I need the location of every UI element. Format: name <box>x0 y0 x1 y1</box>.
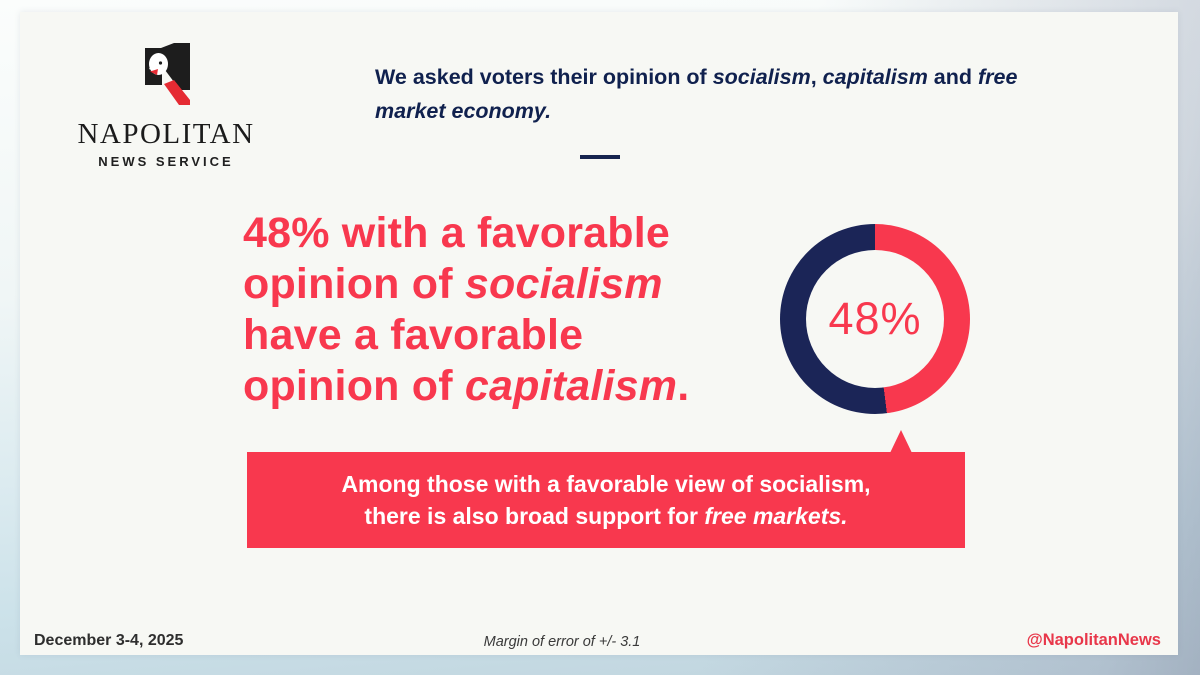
callout-line: Among those with a favorable view of soc… <box>341 471 871 497</box>
brand-name: NAPOLITAN <box>77 118 255 150</box>
intro-part-italic: free <box>978 65 1018 89</box>
headline-line: have a favorable <box>243 311 584 359</box>
intro-part-italic: capitalism <box>822 65 928 89</box>
intro-part: and <box>927 65 978 89</box>
intro-part-italic: market economy. <box>375 99 552 123</box>
napolitan-eagle-icon <box>145 43 190 105</box>
donut-center-label: 48% <box>828 293 922 344</box>
intro-part-italic: socialism <box>712 65 811 89</box>
margin-of-error: Margin of error of +/- 3.1 <box>483 634 641 650</box>
headline-line: opinion of capitalism. <box>243 362 690 410</box>
headline: 48% with a favorable opinion of socialis… <box>243 208 689 412</box>
donut-chart: 48% <box>780 224 970 414</box>
infographic-card: NAPOLITAN NEWS SERVICE We asked voters t… <box>20 12 1178 655</box>
headline-line: 48% with a favorable <box>243 209 670 257</box>
callout-line: there is also broad support for free mar… <box>364 503 848 529</box>
callout-box: Among those with a favorable view of soc… <box>247 452 965 548</box>
brand-logo: NAPOLITAN NEWS SERVICE <box>48 42 284 169</box>
callout-pointer-arrow <box>890 430 912 453</box>
intro-part: , <box>810 65 823 89</box>
divider-line <box>580 155 620 159</box>
poll-date: December 3-4, 2025 <box>34 632 184 649</box>
social-handle: @NapolitanNews <box>1026 631 1161 649</box>
headline-line: opinion of socialism <box>243 260 663 308</box>
intro-part: We asked voters their opinion of <box>375 65 713 89</box>
donut-hole: 48% <box>806 250 944 388</box>
intro-text: We asked voters their opinion of sociali… <box>375 60 1135 128</box>
brand-tagline: NEWS SERVICE <box>98 154 234 169</box>
